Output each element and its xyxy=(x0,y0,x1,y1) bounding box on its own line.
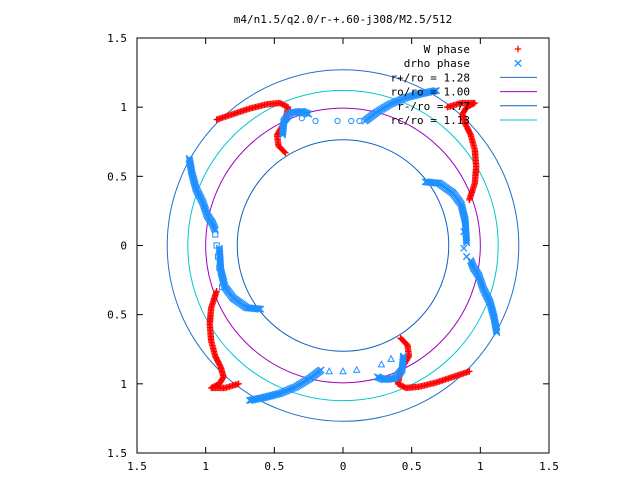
drho-cross-point xyxy=(462,252,471,261)
drho-phase-point xyxy=(462,237,471,245)
drho-square-point xyxy=(212,231,219,238)
y-tick-label: 1.5 xyxy=(107,447,127,460)
drho-phase-point xyxy=(462,239,471,247)
drho-square-point xyxy=(213,242,220,249)
w-phase-point xyxy=(398,336,406,343)
drho-phase-point xyxy=(431,87,439,95)
legend-label: ro/ro = 1.00 xyxy=(391,86,470,99)
w-phase-point xyxy=(282,149,289,157)
y-tick-label: 0.5 xyxy=(107,170,127,183)
legend-cross-icon xyxy=(514,59,522,67)
y-tick-label: 1 xyxy=(120,101,127,114)
circle-rro xyxy=(236,139,450,352)
x-tick-label: 1 xyxy=(477,460,484,473)
drho-square-point xyxy=(214,253,222,260)
chart-title: m4/n1.5/q2.0/r-+.60-j308/M2.5/512 xyxy=(234,13,453,26)
circle-rcro xyxy=(187,89,499,402)
w-phase-point xyxy=(444,103,451,111)
x-tick-label: 0.5 xyxy=(402,460,422,473)
drho-circle-point xyxy=(356,117,363,125)
drho-phase-point xyxy=(247,396,255,404)
drho-cross-point xyxy=(460,244,468,252)
legend-marker xyxy=(514,45,522,53)
legend-label: drho phase xyxy=(404,57,470,70)
y-tick-label: 0.5 xyxy=(107,309,127,322)
drho-triangle-point xyxy=(339,367,347,375)
circle-rro xyxy=(166,69,520,422)
drho-square-point xyxy=(219,283,226,291)
drho-triangle-point xyxy=(352,365,361,373)
drho-phase-point xyxy=(373,373,381,381)
drho-phase-point xyxy=(305,110,313,118)
w-phase-point xyxy=(397,334,404,342)
x-tick-label: 1 xyxy=(202,460,209,473)
y-tick-label: 1 xyxy=(120,378,127,391)
drho-circle-point xyxy=(312,117,319,125)
drho-phase-point xyxy=(245,396,254,405)
drho-triangle-point xyxy=(387,354,395,362)
legend-label: r-/ro = .77 xyxy=(397,100,470,113)
drho-phase-point xyxy=(432,86,441,95)
y-tick-label: 0 xyxy=(120,240,127,253)
legend-label: W phase xyxy=(424,43,470,56)
y-tick-label: 1.5 xyxy=(107,32,127,45)
circle-roro xyxy=(205,107,481,384)
drho-triangle-point xyxy=(325,367,334,375)
axis-ticks: 1.5 1 0.5 0 0.5 1 1.51.510.500.511.5 xyxy=(107,32,559,473)
legend-marker xyxy=(514,59,522,67)
reference-circles xyxy=(166,69,520,422)
x-tick-label: 1.5 xyxy=(539,460,559,473)
legend-plus-icon xyxy=(514,45,522,53)
drho-cross-point xyxy=(460,228,468,236)
x-tick-label: 1.5 xyxy=(127,460,147,473)
drho-circle-point xyxy=(348,117,355,125)
x-tick-label: 0 xyxy=(340,460,347,473)
drho-circle-point xyxy=(298,115,305,122)
legend-label: rc/ro = 1.13 xyxy=(391,114,470,127)
drho-square-point xyxy=(216,264,223,271)
legend-label: r+/ro = 1.28 xyxy=(391,71,470,84)
phase-markers xyxy=(185,86,501,405)
x-tick-label: 0.5 xyxy=(264,460,284,473)
w-phase-point xyxy=(280,148,288,155)
drho-triangle-point xyxy=(377,360,386,368)
w-phase-point xyxy=(235,380,242,388)
plot-frame xyxy=(136,37,550,454)
drho-circle-point xyxy=(334,117,341,125)
